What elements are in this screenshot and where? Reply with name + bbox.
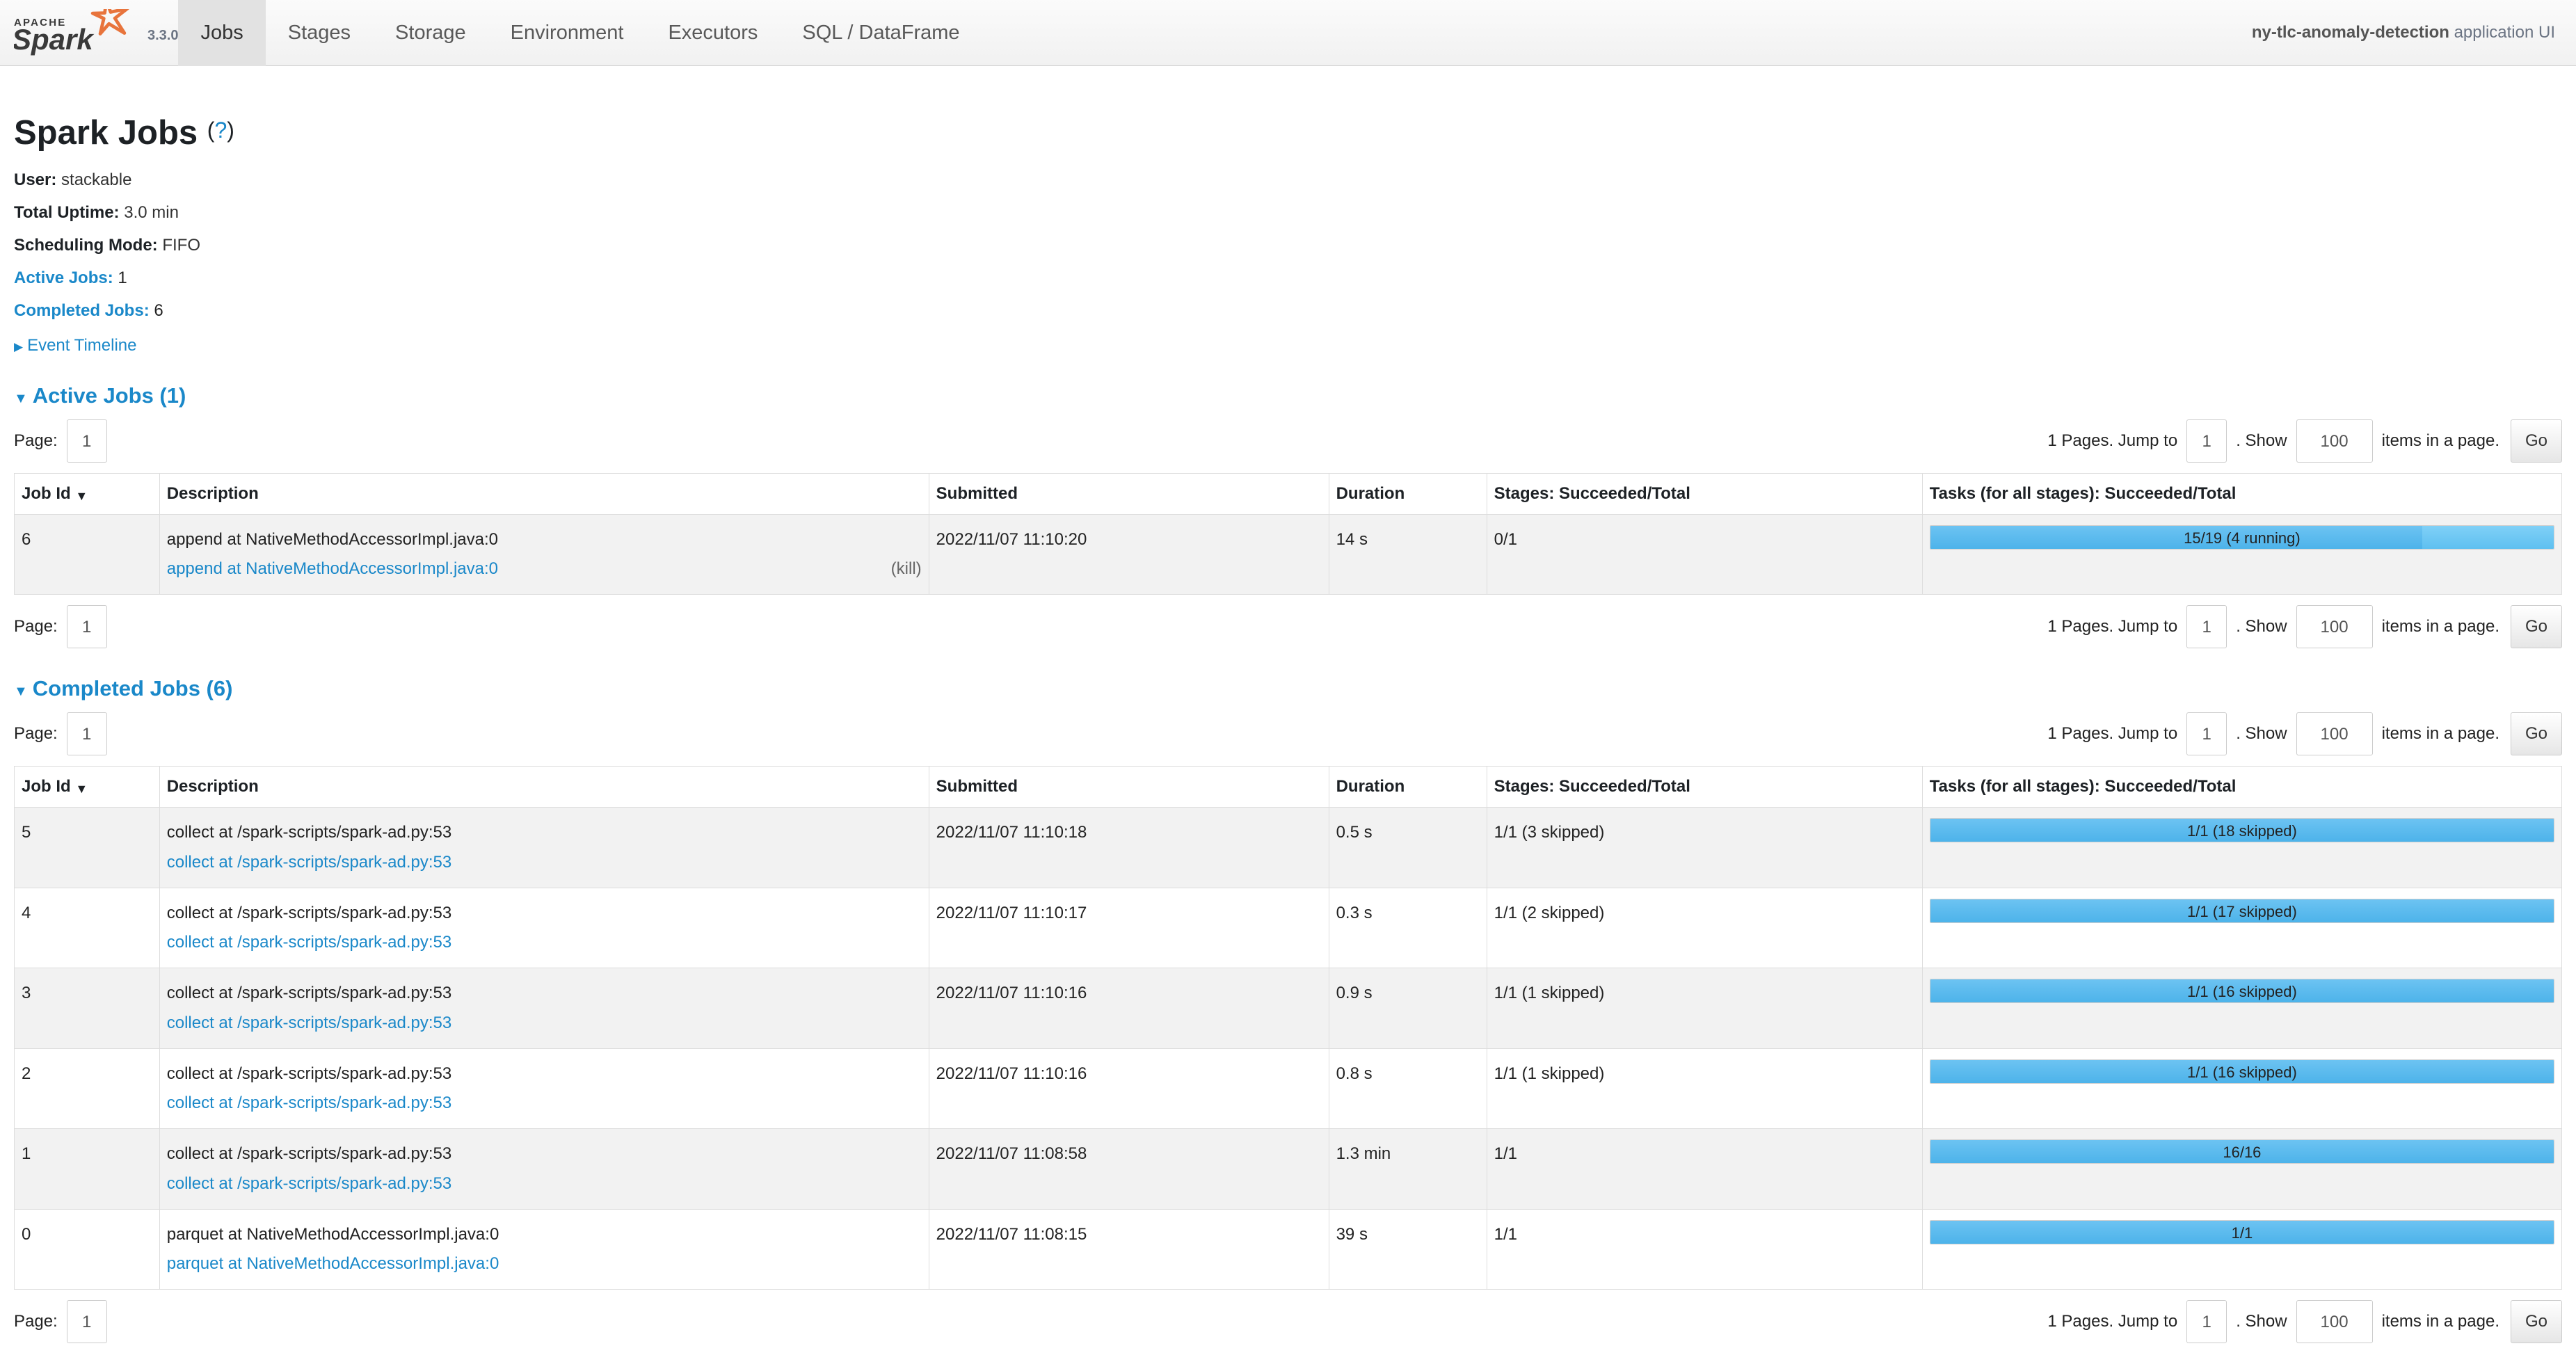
- svg-text:Spark: Spark: [14, 23, 95, 56]
